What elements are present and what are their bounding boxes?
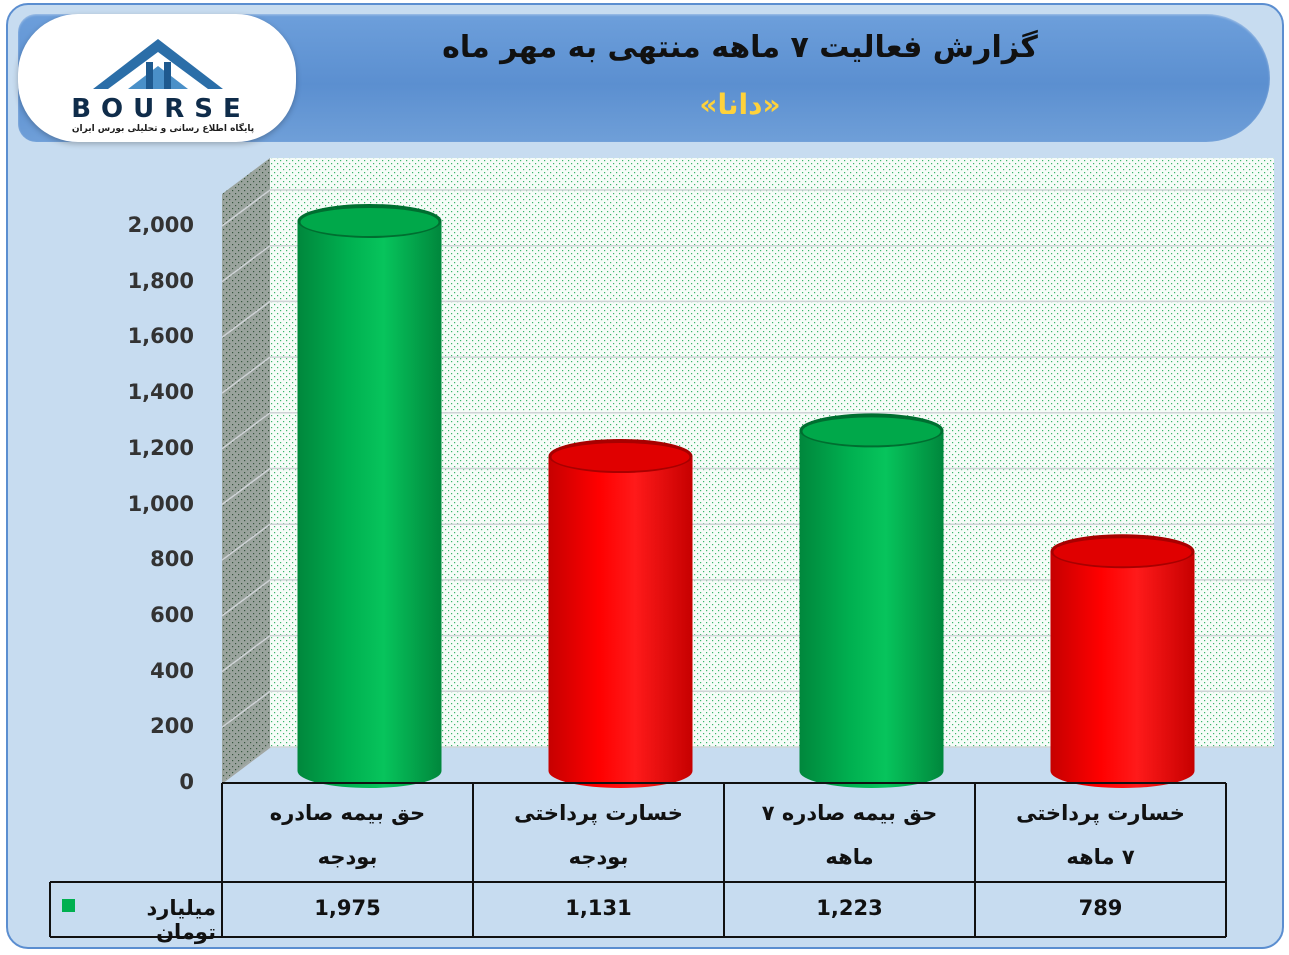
y-tick-label: 1,200 [127, 435, 194, 460]
y-tick-label: 1,000 [127, 491, 194, 516]
data-label: 1,223 [816, 896, 883, 920]
logo-tagline: پایگاه اطلاع رسانی و تحلیلی بورس ایران [71, 124, 255, 134]
bar-cap [802, 417, 941, 446]
gridline-side [221, 356, 271, 394]
y-tick-label: 1,400 [127, 380, 194, 405]
bourse-logo: BOURSE پایگاه اطلاع رسانی و تحلیلی بورس … [18, 14, 296, 142]
y-tick-label: 800 [150, 547, 194, 572]
gridline-side [221, 579, 271, 617]
category-label: خسارت پرداختی ۷ ماهه [1016, 801, 1185, 869]
chart-title: گزارش فعالیت ۷ ماهه منتهی به مهر ماه [442, 30, 1038, 65]
chart-subtitle: «دانا» [699, 88, 781, 121]
y-tick-label: 2,000 [127, 213, 194, 237]
y-tick-label: 0 [179, 770, 194, 794]
bar-cap [551, 443, 690, 472]
data-label: 789 [1078, 896, 1123, 920]
gridline-side [221, 412, 271, 450]
y-tick-label: 1,600 [127, 324, 194, 349]
gridline-side [221, 467, 271, 506]
gridline-side [221, 523, 271, 561]
data-label: 1,131 [565, 896, 632, 920]
y-tick-label: 600 [150, 602, 194, 627]
bar-cylinder [1050, 551, 1195, 788]
plot-side-wall [222, 158, 270, 783]
legend-label: میلیارد تومان [146, 896, 216, 944]
gridline-side [221, 245, 271, 283]
category-label: حق بیمه صادره بودجه [269, 801, 426, 869]
y-tick-label: 400 [150, 658, 194, 683]
logo-wordmark: BOURSE [71, 94, 251, 124]
gridline-side [221, 634, 271, 673]
bar-cylinder [548, 456, 693, 788]
bar-cap [300, 207, 439, 236]
y-tick-label: 1,800 [127, 268, 194, 293]
bar-cylinder [799, 430, 944, 788]
data-label: 1,975 [314, 896, 381, 920]
gridline-side [221, 300, 271, 338]
logo-mark-icon [93, 39, 223, 89]
floor-edge [221, 746, 271, 784]
gridline-side [221, 189, 271, 227]
category-label: حق بیمه صادره ۷ ماهه [761, 801, 938, 869]
gridline-side [221, 690, 271, 728]
bar-cap [1053, 538, 1192, 567]
legend-key [62, 899, 75, 912]
category-label: خسارت پرداختی بودجه [514, 801, 683, 869]
bar-cylinder [297, 220, 442, 788]
y-tick-label: 200 [150, 714, 194, 739]
